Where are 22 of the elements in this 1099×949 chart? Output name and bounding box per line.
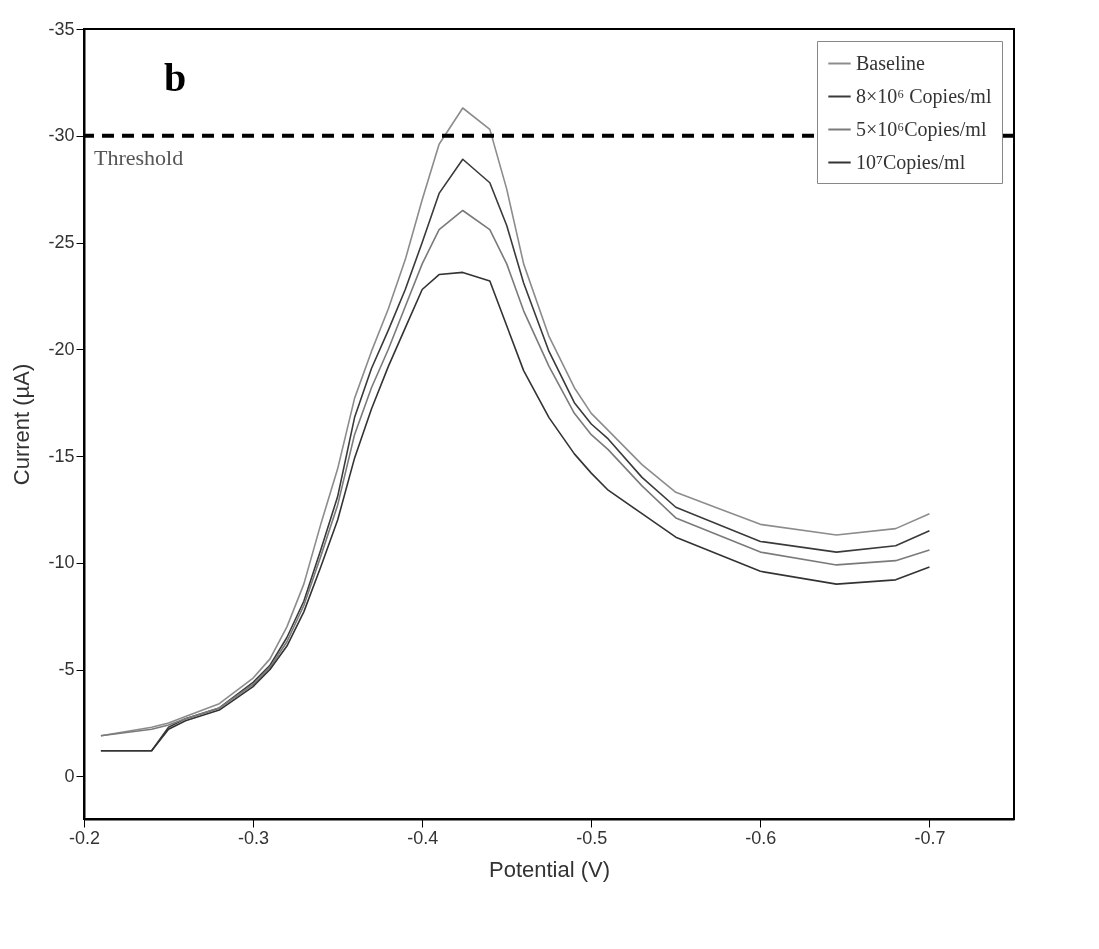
y-tick-label: -10 — [48, 552, 75, 573]
legend-label: Baseline — [856, 51, 925, 74]
x-tick-label: -0.3 — [238, 827, 270, 848]
x-axis-title: Potential (V) — [488, 856, 611, 882]
y-tick-label: -30 — [48, 125, 75, 146]
legend-label: 8×10⁶ Copies/ml — [856, 84, 992, 108]
x-tick-label: -0.6 — [745, 827, 777, 848]
x-tick-label: -0.4 — [407, 827, 439, 848]
legend-label: 10⁷Copies/ml — [856, 150, 966, 174]
y-tick-label: -35 — [48, 18, 75, 39]
y-tick-label: 0 — [64, 765, 75, 786]
x-tick-label: -0.5 — [576, 827, 608, 848]
y-tick-label: -5 — [58, 659, 75, 680]
y-tick-label: -25 — [48, 232, 75, 253]
y-axis-title: Current (µA) — [9, 363, 35, 486]
legend-label: 5×10⁶Copies/ml — [856, 117, 987, 141]
y-tick-label: -15 — [48, 445, 75, 466]
ref-line-label: Threshold — [94, 144, 184, 170]
x-tick-label: -0.7 — [914, 827, 946, 848]
x-tick-label: -0.2 — [68, 827, 101, 848]
annotation: b — [164, 55, 187, 100]
y-tick-label: -20 — [48, 338, 75, 359]
